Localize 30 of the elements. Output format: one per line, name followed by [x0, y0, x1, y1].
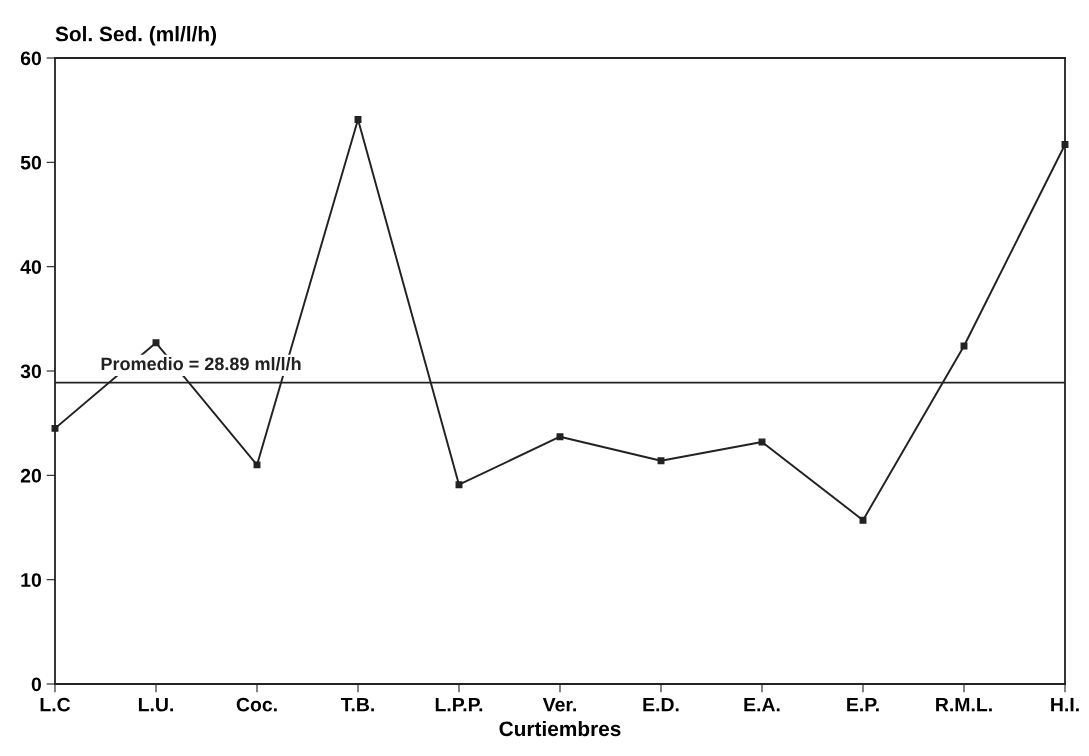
point — [758, 438, 766, 446]
point — [253, 461, 261, 469]
point — [556, 433, 564, 441]
point — [859, 516, 867, 524]
x-tick-label: Ver. — [542, 697, 576, 712]
point — [152, 339, 160, 347]
y-tick-label: 30 — [20, 364, 42, 379]
x-tick-label: R.M.L. — [936, 697, 992, 712]
x-tick-label: Coc. — [236, 697, 277, 712]
x-tick-label: E.D. — [643, 697, 679, 712]
x-tick-label: L.U. — [138, 697, 174, 712]
ref-line-label: Promedio = 28.89 ml/l/h — [101, 356, 301, 371]
x-tick-label: L.C — [40, 697, 71, 712]
y-tick-label: 50 — [20, 155, 42, 170]
y-tick-label: 0 — [31, 677, 42, 692]
point — [354, 116, 362, 124]
y-tick-label: 60 — [20, 51, 42, 66]
x-axis-title: Curtiembres — [499, 720, 621, 737]
y-tick-label: 40 — [20, 260, 42, 274]
point — [657, 457, 665, 465]
y-tick-label: 10 — [21, 573, 42, 587]
x-tick-label: E.A. — [744, 697, 780, 712]
point — [960, 342, 968, 350]
x-tick-label: L.P.P. — [435, 697, 483, 712]
point — [455, 481, 463, 489]
y-axis-title: Sol. Sed. (ml/l/h) — [55, 26, 217, 46]
x-tick-label: E.P. — [847, 697, 879, 712]
x-tick-label: T.B. — [340, 697, 374, 712]
y-tick-label: 20 — [20, 468, 42, 483]
x-tick-label: H.I. — [1051, 697, 1079, 712]
